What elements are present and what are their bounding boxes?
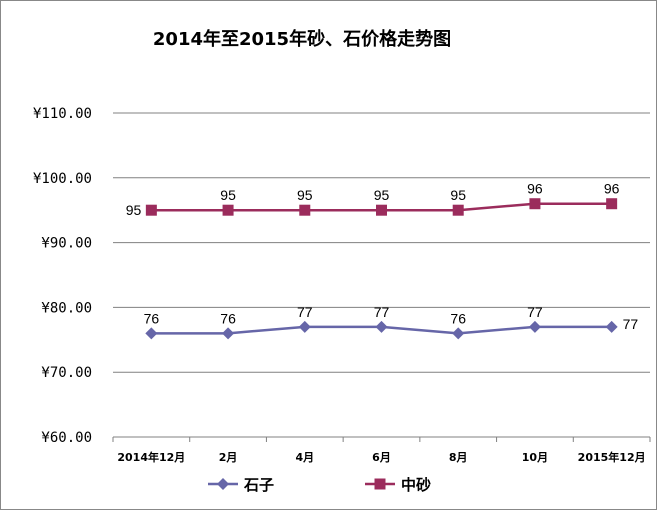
data-label: 77 <box>623 316 639 332</box>
data-point <box>222 327 235 340</box>
data-label: 77 <box>297 304 313 320</box>
x-tick-label: 2015年12月 <box>578 450 646 464</box>
data-label: 76 <box>450 310 466 326</box>
data-label: 77 <box>374 304 390 320</box>
data-point <box>376 204 387 216</box>
data-label: 96 <box>527 181 543 197</box>
x-tick-label: 4月 <box>295 451 314 464</box>
data-label: 76 <box>220 310 236 326</box>
data-point <box>299 204 311 216</box>
data-label: 96 <box>604 181 620 197</box>
data-label: 95 <box>297 187 313 203</box>
x-tick-label: 2月 <box>219 451 238 464</box>
legend-marker <box>217 478 229 490</box>
y-tick-label: ¥90.00 <box>41 236 92 252</box>
legend: 石子 中砂 <box>208 476 431 494</box>
y-tick-label: ¥100.00 <box>33 171 92 187</box>
data-label: 95 <box>220 187 236 203</box>
x-axis <box>112 436 651 442</box>
data-label: 95 <box>450 187 466 203</box>
legend-label: 中砂 <box>401 476 431 494</box>
y-tick-label: ¥70.00 <box>41 365 92 381</box>
chart-title: 2014年至2015年砂、石价格走势图 <box>153 28 451 50</box>
data-label: 76 <box>144 310 160 326</box>
data-point <box>452 327 465 340</box>
y-axis-ticks: ¥110.00 ¥100.00 ¥90.00 ¥80.00 ¥70.00 ¥60.00 <box>33 106 92 446</box>
data-point <box>145 204 157 216</box>
x-axis-ticks: 2014年12月 2月 4月 6月 8月 10月 2015年12月 <box>117 450 645 464</box>
data-point <box>452 204 464 216</box>
x-tick-label: 2014年12月 <box>117 450 185 464</box>
data-point <box>529 198 541 210</box>
legend-label: 石子 <box>243 476 274 494</box>
data-point <box>145 327 158 340</box>
data-point <box>222 204 234 216</box>
series-group: 76 76 77 77 76 77 77 95 95 95 95 95 96 96 <box>126 181 639 340</box>
x-tick-label: 8月 <box>449 451 468 464</box>
data-point <box>375 320 388 333</box>
y-tick-label: ¥110.00 <box>33 106 92 122</box>
legend-item-2: 中砂 <box>365 476 431 494</box>
series-1: 76 76 77 77 76 77 77 <box>144 304 639 340</box>
legend-item-1: 石子 <box>208 476 274 494</box>
x-tick-label: 6月 <box>372 451 391 464</box>
data-point <box>528 320 541 333</box>
data-point <box>298 320 311 333</box>
data-label: 77 <box>527 304 543 320</box>
legend-marker <box>374 478 386 490</box>
x-tick-label: 10月 <box>522 451 548 464</box>
data-point <box>605 320 618 333</box>
series-2: 95 95 95 95 95 96 96 <box>126 181 620 218</box>
gridlines <box>113 112 650 438</box>
y-tick-label: ¥60.00 <box>41 430 92 446</box>
data-label: 95 <box>126 202 142 218</box>
y-tick-label: ¥80.00 <box>41 300 92 316</box>
data-label: 95 <box>374 187 390 203</box>
data-point <box>606 198 618 210</box>
